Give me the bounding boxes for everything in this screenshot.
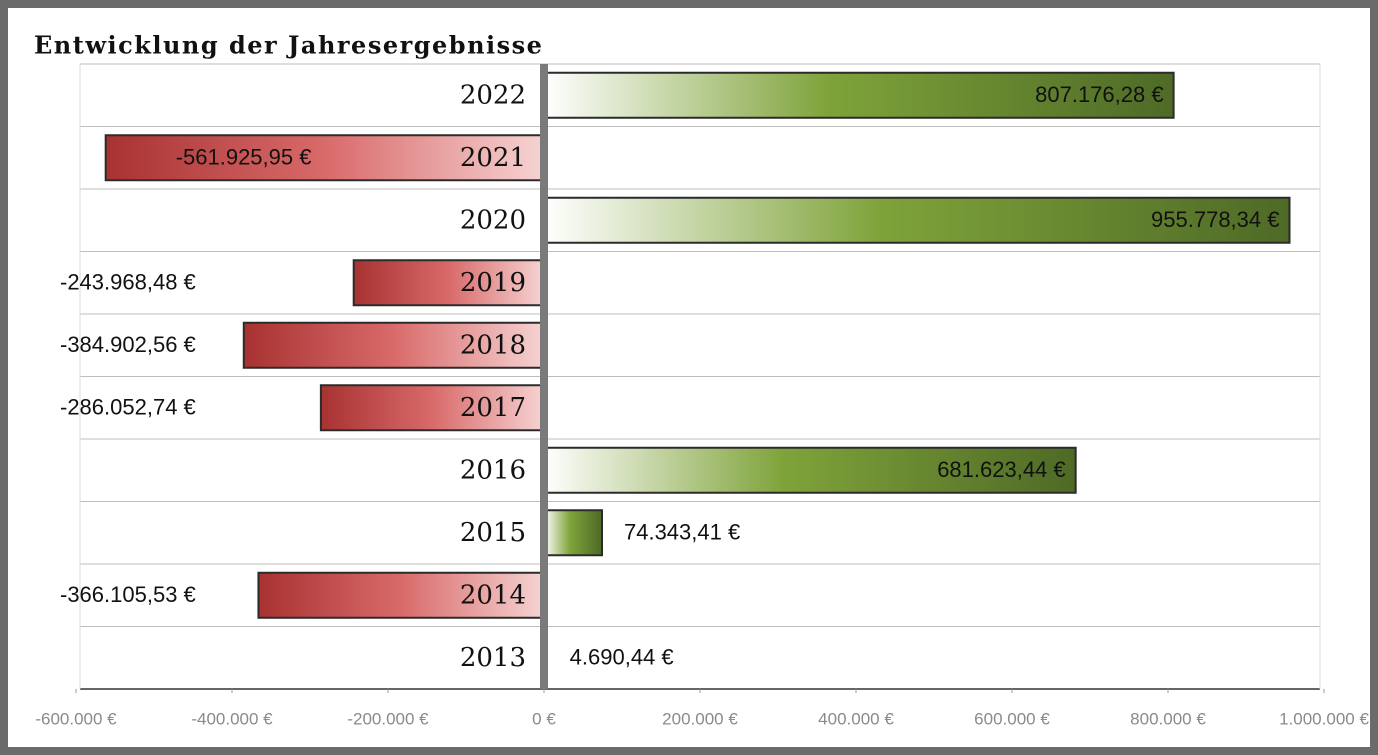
value-label: -384.902,56 € (60, 332, 196, 357)
x-tick-label: 1.000.000 € (1279, 709, 1369, 728)
bar (543, 446, 1077, 494)
x-tick-label: -200.000 € (347, 709, 429, 728)
category-label: 2018 (460, 330, 526, 360)
x-tick-label: 200.000 € (662, 709, 738, 728)
category-label: 2016 (460, 455, 526, 485)
value-label: 74.343,41 € (624, 520, 740, 545)
category-label: 2019 (460, 268, 526, 298)
x-tick-label: 0 € (532, 709, 556, 728)
bar (543, 71, 1175, 119)
chart-title: Entwicklung der Jahresergebnisse (34, 31, 543, 60)
value-label: -286.052,74 € (60, 395, 196, 420)
bar (242, 321, 545, 369)
x-tick-label: -600.000 € (35, 709, 117, 728)
category-label: 2013 (460, 643, 526, 673)
bar (104, 134, 546, 182)
x-tick-label: 800.000 € (1130, 709, 1206, 728)
x-tick-label: 600.000 € (974, 709, 1050, 728)
category-label: 2021 (460, 143, 526, 173)
value-label: 681.623,44 € (937, 457, 1065, 482)
bar (319, 384, 546, 432)
bar (543, 196, 1291, 244)
category-label: 2022 (460, 80, 526, 110)
value-label: 955.778,34 € (1151, 207, 1279, 232)
x-tick-label: -400.000 € (191, 709, 273, 728)
value-label: 4.690,44 € (570, 645, 674, 670)
x-tick-label: 400.000 € (818, 709, 894, 728)
value-label: -366.105,53 € (60, 582, 196, 607)
category-label: 2020 (460, 205, 526, 235)
value-label: 807.176,28 € (1035, 82, 1163, 107)
category-label: 2015 (460, 518, 526, 548)
category-label: 2014 (460, 580, 526, 610)
bar (543, 509, 603, 557)
value-label: -243.968,48 € (60, 270, 196, 295)
category-label: 2017 (460, 393, 526, 423)
value-label: -561.925,95 € (176, 145, 312, 170)
